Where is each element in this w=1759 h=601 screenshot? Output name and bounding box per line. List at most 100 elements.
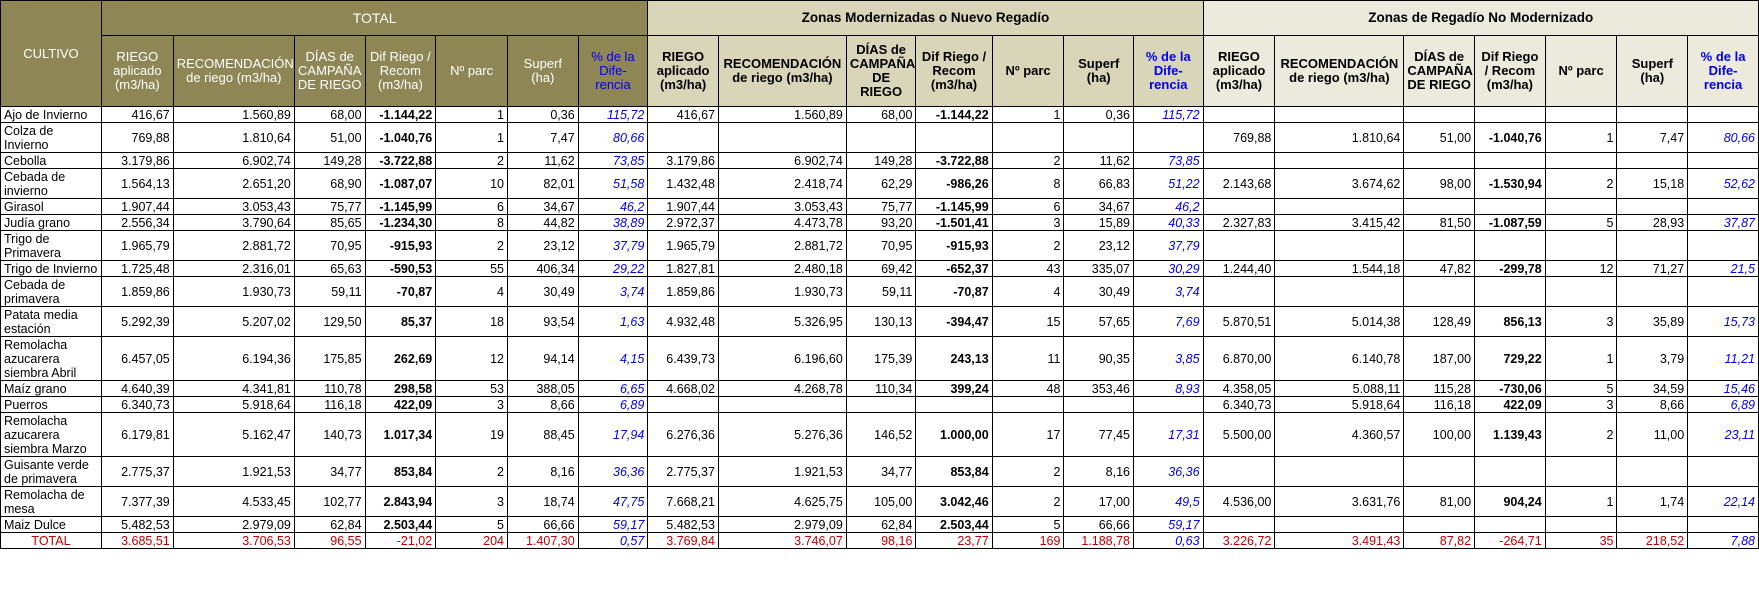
data-cell bbox=[845, 122, 917, 153]
table-row: Guisante verde de primavera 2.775,37 1.921… bbox=[0, 456, 1759, 487]
data-cell bbox=[1544, 152, 1618, 169]
data-cell: 12 bbox=[435, 336, 508, 381]
data-cell bbox=[1202, 198, 1276, 215]
data-cell: 11 bbox=[991, 336, 1065, 381]
data-cell: 6.196,60 bbox=[717, 336, 847, 381]
total-cell: 0,63 bbox=[1133, 532, 1204, 549]
data-cell: -1.145,99 bbox=[915, 198, 993, 215]
table-row: Maíz grano 4.640,39 4.341,81 110,78 298,58 53… bbox=[0, 380, 1759, 397]
data-cell: 82,01 bbox=[507, 168, 579, 199]
data-cell: 110,34 bbox=[845, 380, 917, 397]
data-cell: 1.907,44 bbox=[100, 198, 174, 215]
data-cell: 4.536,00 bbox=[1202, 486, 1276, 517]
data-cell bbox=[1403, 152, 1476, 169]
data-cell: 4.473,78 bbox=[717, 214, 847, 231]
data-cell: 35,89 bbox=[1616, 306, 1689, 337]
data-cell: 4.358,05 bbox=[1202, 380, 1276, 397]
data-cell: 6.902,74 bbox=[717, 152, 847, 169]
data-cell bbox=[1474, 106, 1546, 123]
data-cell: 5.500,00 bbox=[1202, 412, 1276, 457]
data-cell bbox=[1474, 230, 1546, 261]
cultivo-cell: Ajo de Invierno bbox=[0, 106, 102, 123]
data-cell: 30,49 bbox=[1063, 276, 1134, 307]
data-cell: 3.053,43 bbox=[172, 198, 295, 215]
data-cell: 110,78 bbox=[293, 380, 366, 397]
data-cell: 3 bbox=[1544, 396, 1618, 413]
data-cell bbox=[915, 396, 993, 413]
table-row: Remolacha azucarera siembra Marzo 6.179,8… bbox=[0, 412, 1759, 457]
table-row: Patata media estación 5.292,39 5.207,02 129… bbox=[0, 306, 1759, 337]
data-cell: 1.432,48 bbox=[647, 168, 719, 199]
data-cell: 5 bbox=[991, 516, 1065, 533]
data-cell: 1.827,81 bbox=[647, 260, 719, 277]
total-col-header-5: Superf (ha) bbox=[507, 35, 579, 107]
table-header: CULTIVO TOTAL Zonas Modernizadas o Nuevo… bbox=[0, 0, 1759, 107]
data-cell: -1.144,22 bbox=[364, 106, 437, 123]
data-cell: 75,77 bbox=[845, 198, 917, 215]
data-cell: 47,75 bbox=[577, 486, 649, 517]
data-cell: 422,09 bbox=[364, 396, 437, 413]
data-cell: 399,24 bbox=[915, 380, 993, 397]
not-modernized-col-header-2: DÍAS de CAMPAÑA DE RIEGO bbox=[1403, 35, 1476, 107]
data-cell: 3.631,76 bbox=[1274, 486, 1405, 517]
data-cell: 18 bbox=[435, 306, 508, 337]
data-cell: 37,87 bbox=[1687, 214, 1759, 231]
data-cell: 46,2 bbox=[577, 198, 649, 215]
data-cell: 8 bbox=[991, 168, 1065, 199]
data-cell: -652,37 bbox=[915, 260, 993, 277]
data-cell: 81,00 bbox=[1403, 486, 1476, 517]
cultivo-cell: Remolacha de mesa bbox=[0, 486, 102, 517]
subheader-row: RIEGO aplicado (m3/ha) RECOMENDACIÓN de r… bbox=[1, 35, 1759, 107]
modernized-col-header-6: % de la Dife- rencia bbox=[1133, 35, 1204, 107]
cultivo-cell: Trigo de Primavera bbox=[0, 230, 102, 261]
data-cell: 1.000,00 bbox=[915, 412, 993, 457]
total-cell: 1.188,78 bbox=[1063, 532, 1134, 549]
data-cell: 2 bbox=[435, 152, 508, 169]
total-cell: 3.706,53 bbox=[172, 532, 295, 549]
data-cell: 243,13 bbox=[915, 336, 993, 381]
total-col-header-0: RIEGO aplicado (m3/ha) bbox=[100, 35, 174, 107]
data-cell: 853,84 bbox=[915, 456, 993, 487]
data-cell: 1.859,86 bbox=[100, 276, 174, 307]
data-cell: 62,84 bbox=[845, 516, 917, 533]
data-cell: 48 bbox=[991, 380, 1065, 397]
data-cell: -590,53 bbox=[364, 260, 437, 277]
data-cell: -1.087,07 bbox=[364, 168, 437, 199]
data-cell bbox=[1202, 230, 1276, 261]
data-cell: 4.932,48 bbox=[647, 306, 719, 337]
data-cell: 3.790,64 bbox=[172, 214, 295, 231]
table-row: Remolacha azucarera siembra Abril 6.457,0… bbox=[0, 336, 1759, 381]
data-cell: 0,36 bbox=[1063, 106, 1134, 123]
data-cell: 853,84 bbox=[364, 456, 437, 487]
table-row: Trigo de Invierno 1.725,48 2.316,01 65,63 -5… bbox=[0, 260, 1759, 277]
data-cell: 175,85 bbox=[293, 336, 366, 381]
data-cell bbox=[1544, 516, 1618, 533]
data-cell: 3.053,43 bbox=[717, 198, 847, 215]
data-cell: 5.326,95 bbox=[717, 306, 847, 337]
data-cell: 59,11 bbox=[293, 276, 366, 307]
data-cell bbox=[1687, 456, 1759, 487]
data-cell: 1 bbox=[1544, 336, 1618, 381]
data-cell: 73,85 bbox=[577, 152, 649, 169]
data-cell bbox=[845, 396, 917, 413]
data-cell: 6.179,81 bbox=[100, 412, 174, 457]
data-cell bbox=[915, 122, 993, 153]
data-cell bbox=[1544, 230, 1618, 261]
data-cell: 2.881,72 bbox=[172, 230, 295, 261]
data-cell bbox=[1403, 230, 1476, 261]
total-cell: -264,71 bbox=[1474, 532, 1546, 549]
data-cell: 5.918,64 bbox=[172, 396, 295, 413]
data-cell: 5.870,51 bbox=[1202, 306, 1276, 337]
cultivo-cell: Cebada de primavera bbox=[0, 276, 102, 307]
data-cell: 49,5 bbox=[1133, 486, 1204, 517]
cultivo-cell: Patata media estación bbox=[0, 306, 102, 337]
data-cell: 88,45 bbox=[507, 412, 579, 457]
not-modernized-col-header-4: Nº parc bbox=[1544, 35, 1618, 107]
data-cell: 2 bbox=[1544, 168, 1618, 199]
data-cell: 15 bbox=[991, 306, 1065, 337]
data-cell: 34,77 bbox=[293, 456, 366, 487]
data-cell: 59,17 bbox=[1133, 516, 1204, 533]
data-cell: -915,93 bbox=[915, 230, 993, 261]
data-cell: 47,82 bbox=[1403, 260, 1476, 277]
cultivo-cell: Maíz grano bbox=[0, 380, 102, 397]
